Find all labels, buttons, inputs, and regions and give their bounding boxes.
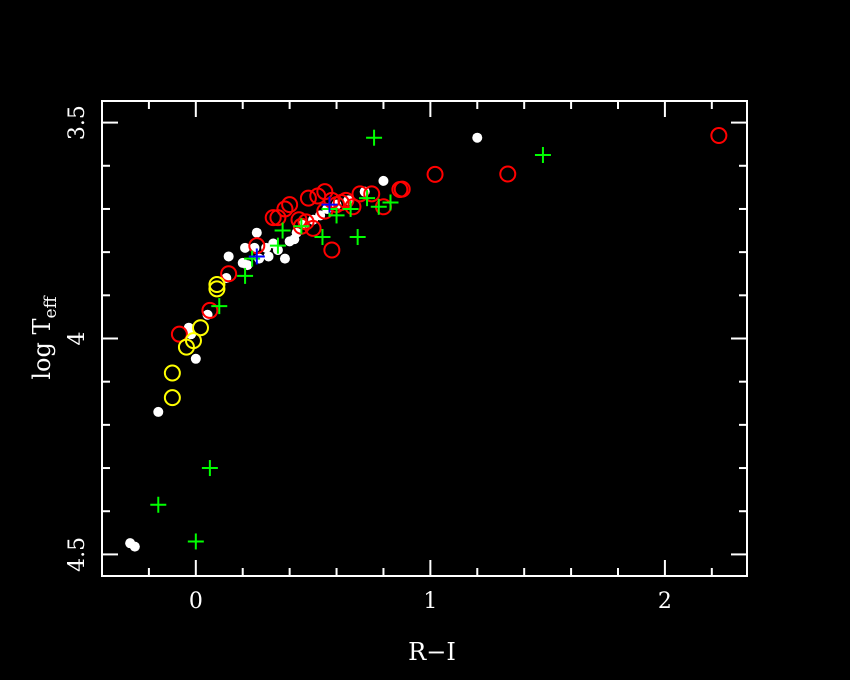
data-point-circle xyxy=(499,165,517,183)
data-point-circle xyxy=(192,319,210,337)
y-tick-labels: 3.5 4 4.5 xyxy=(65,105,90,572)
data-point-dot xyxy=(129,541,140,552)
data-point-plus xyxy=(237,267,254,284)
data-point-circle xyxy=(163,389,181,407)
data-point-circle xyxy=(281,196,299,214)
x-tick-label: 1 xyxy=(423,589,437,614)
data-point-dot xyxy=(240,242,251,253)
data-points xyxy=(125,127,728,552)
data-point-circle xyxy=(170,325,188,343)
data-point-circle xyxy=(290,211,308,229)
data-point-plus xyxy=(366,129,383,146)
data-point-plus xyxy=(211,298,228,315)
data-point-circle xyxy=(344,198,362,216)
data-point-plus xyxy=(342,200,359,217)
data-point-dot xyxy=(223,251,234,262)
data-point-plus xyxy=(274,222,291,239)
data-point-dot xyxy=(251,227,262,238)
y-tick-label: 4.5 xyxy=(65,537,90,572)
data-point-dot xyxy=(378,175,389,186)
x-tick-label: 2 xyxy=(658,589,672,614)
data-point-circle xyxy=(393,180,411,198)
x-tick-label: 0 xyxy=(189,589,203,614)
data-point-plus xyxy=(359,190,376,207)
data-point-plus xyxy=(187,533,204,550)
data-point-circle xyxy=(710,127,728,145)
y-tick-label: 3.5 xyxy=(65,105,90,140)
x-axis-title: R−I xyxy=(408,638,456,666)
data-point-circle xyxy=(208,276,226,294)
data-point-dot xyxy=(263,251,274,262)
data-point-circle xyxy=(323,241,341,259)
x-tick-labels: 0 1 2 xyxy=(189,589,672,614)
data-point-plus xyxy=(349,229,366,246)
data-point-plus xyxy=(370,198,387,215)
data-point-plus xyxy=(269,237,286,254)
data-point-circle xyxy=(184,332,202,350)
data-point-circle xyxy=(363,185,381,203)
data-point-plus xyxy=(328,207,345,224)
data-point-dot xyxy=(472,132,483,143)
data-point-circle xyxy=(426,165,444,183)
data-point-plus xyxy=(293,218,310,235)
data-point-plus xyxy=(314,229,331,246)
y-axis-title: log Teff xyxy=(28,294,61,379)
data-point-dot xyxy=(289,234,300,245)
data-point-dot xyxy=(190,353,201,364)
data-point-circle xyxy=(299,189,317,207)
data-point-dot xyxy=(279,253,290,264)
data-point-circle xyxy=(276,200,294,218)
data-point-dot xyxy=(242,260,253,271)
data-point-circle xyxy=(208,280,226,298)
data-point-plus xyxy=(382,194,399,211)
data-point-circle xyxy=(163,364,181,382)
data-point-plus xyxy=(534,146,551,163)
y-tick-label: 4 xyxy=(65,332,90,346)
data-point-circle xyxy=(201,301,219,319)
data-point-circle xyxy=(264,209,282,227)
data-point-plus xyxy=(201,460,218,477)
data-point-plus xyxy=(248,248,265,265)
data-point-circle xyxy=(304,219,322,237)
y-axis-title-sub: eff xyxy=(41,294,61,318)
data-point-plus xyxy=(321,196,338,213)
y-axis-title-main: log T xyxy=(28,319,56,380)
axis-ticks xyxy=(101,101,747,576)
data-point-dot xyxy=(153,406,164,417)
data-point-plus xyxy=(150,496,167,513)
data-point-circle xyxy=(220,265,238,283)
